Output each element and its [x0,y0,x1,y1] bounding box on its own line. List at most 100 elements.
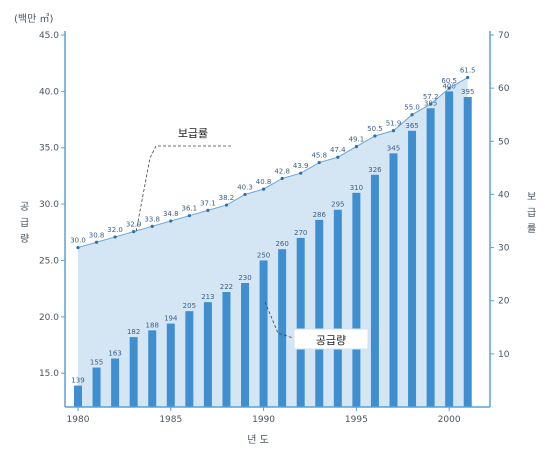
x-tick-label: 1995 [345,415,368,425]
supply-bar [278,249,287,407]
supply-bar-label: 155 [90,359,103,367]
supply-bar-label: 250 [257,251,270,259]
left-tick-label: 20.0 [39,313,59,323]
right-tick-label: 40 [498,190,510,200]
supply-bar [259,260,268,407]
rate-point [299,171,303,175]
svg-text:공: 공 [20,201,29,213]
rate-point [132,230,136,234]
x-axis-title: 년 도 [247,434,269,446]
rate-point [317,160,321,165]
rate-point-label: 36.1 [182,205,198,213]
rate-point-label: 40.3 [237,183,253,191]
rate-point [261,187,266,191]
supply-bar-label: 365 [405,122,418,130]
rate-line-layer: 30.030.832.032.933.834.836.137.138.240.3… [70,67,476,250]
rate-point-label: 60.5 [441,77,457,85]
rate-point-label: 49.1 [349,136,365,144]
units-label: (백만 ㎥) [14,12,53,25]
supply-bar [315,219,324,407]
rate-point-label: 50.5 [367,125,383,133]
supply-bar [203,302,212,407]
rate-point [187,214,191,218]
supply-bar-label: 270 [294,229,307,237]
left-tick-label: 45.0 [39,31,59,41]
svg-text:공급량: 공급량 [316,334,346,347]
right-tick-label: 20 [498,297,510,307]
supply-bar-label: 222 [220,283,233,291]
svg-text:급: 급 [527,207,536,219]
supply-bar [148,330,157,407]
rate-point-label: 55.0 [404,104,420,112]
supply-bar [111,358,120,407]
rate-point-label: 61.5 [460,67,476,75]
rate-point [466,75,470,80]
x-tick-label: 1980 [67,415,90,425]
rate-area-layer [77,77,468,407]
svg-text:률: 률 [527,223,536,235]
supply-bar [73,385,82,407]
right-tick-label: 60 [498,84,510,94]
svg-text:보급률: 보급률 [178,127,208,140]
supply-bar-label: 260 [275,240,288,248]
rate-annotation: 보급률 [135,121,231,233]
supply-bar [333,209,342,407]
supply-bar-label: 286 [313,211,327,219]
rate-point [94,240,99,244]
supply-bar [370,174,379,407]
rate-point-label: 34.8 [163,210,179,218]
supply-bar-label: 139 [71,377,84,385]
rate-point [113,235,117,239]
rate-point-label: 30.8 [89,231,105,239]
supply-bar-label: 310 [350,184,363,192]
supply-bar-label: 213 [201,293,214,301]
rate-point [373,134,377,138]
supply-bar-label: 230 [238,274,251,282]
rate-point [410,113,414,117]
rate-point [169,219,173,223]
rate-point-label: 57.2 [423,93,439,101]
x-tick-label: 1985 [159,415,182,425]
right-tick-label: 10 [498,350,510,360]
rate-point [76,245,80,250]
left-axis-title: 공 급 량 [20,201,29,245]
rate-point [150,224,154,228]
rate-point-label: 32.9 [126,221,142,229]
right-axis-title: 보 급 률 [527,191,536,235]
rate-point-label: 33.8 [144,215,160,223]
supply-bar [445,91,454,407]
svg-text:량: 량 [20,233,29,245]
rate-point-label: 45.8 [311,152,327,160]
supply-bar-label: 163 [108,350,121,358]
rate-point [336,155,340,159]
rate-point-label: 30.0 [70,237,86,245]
rate-point-label: 43.9 [293,162,309,170]
rate-point-label: 37.1 [200,199,216,207]
left-tick-label: 35.0 [39,144,59,154]
supply-bar [185,311,194,407]
supply-bar [92,367,101,407]
supply-bar-label: 326 [368,166,382,174]
rate-line [77,77,468,249]
supply-annotation: 공급량 [264,301,369,350]
rate-point [206,208,210,212]
supply-bar-label: 400 [442,82,455,90]
right-tick-label: 30 [498,244,510,254]
supply-bars: 139 155 163 182 188 194 205 213 222 230 250 260 270 2… [71,82,474,407]
x-tick-label: 1990 [252,415,275,425]
rate-point-label: 47.4 [330,146,346,154]
rate-point-label: 38.2 [219,194,235,202]
svg-text:보: 보 [527,191,536,203]
svg-text:급: 급 [20,217,29,229]
supply-bar [129,337,138,407]
supply-bar [241,283,250,407]
supply-bar [389,153,398,407]
left-tick-label: 25.0 [39,256,59,266]
rate-point [243,192,247,197]
rate-point [447,86,451,90]
x-tick-label: 2000 [438,415,461,425]
rate-point [429,102,433,106]
rate-point-label: 42.8 [274,167,290,175]
supply-bar-label: 182 [127,328,140,336]
right-tick-label: 50 [498,137,510,147]
